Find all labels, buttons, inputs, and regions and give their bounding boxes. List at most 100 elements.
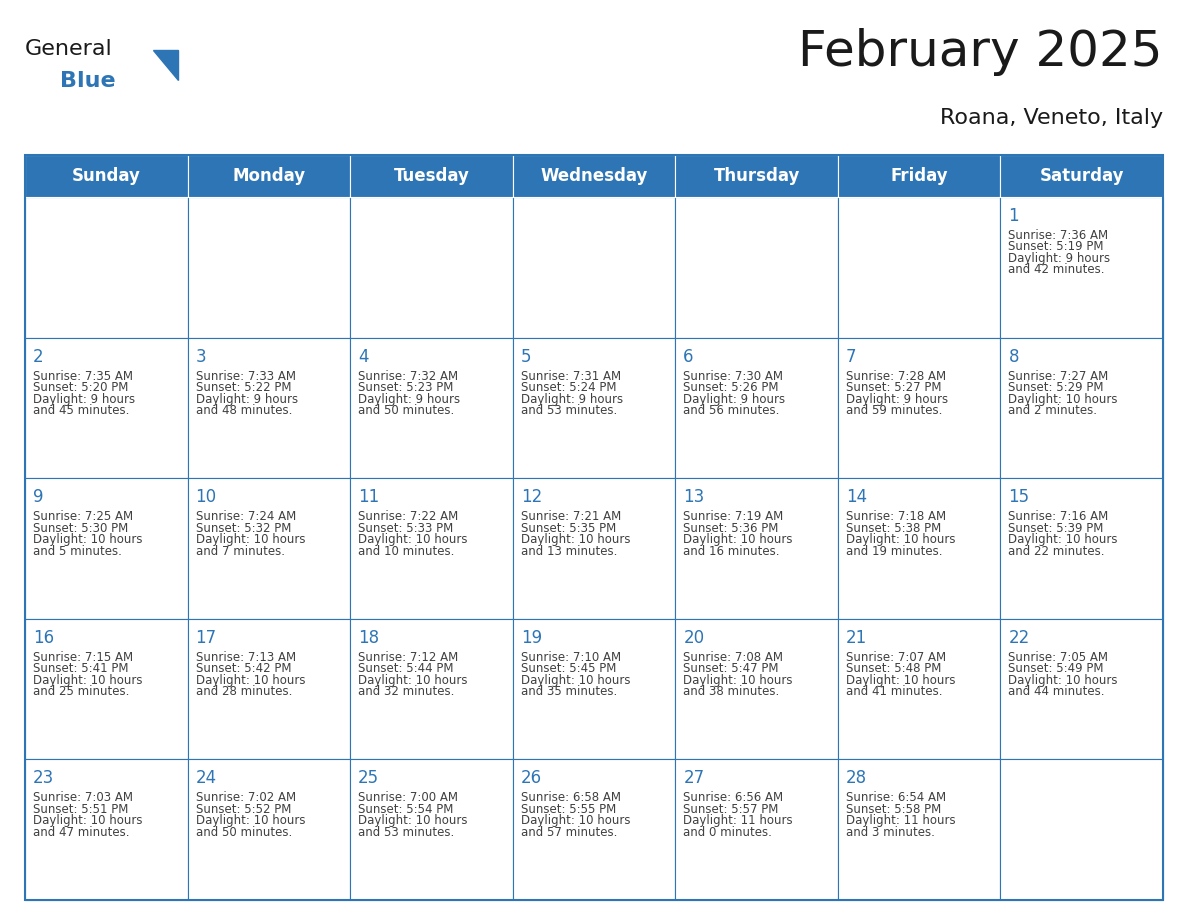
Text: and 44 minutes.: and 44 minutes. [1009,686,1105,699]
Text: 28: 28 [846,769,867,788]
Text: Sunrise: 7:07 AM: Sunrise: 7:07 AM [846,651,946,664]
Text: Sunset: 5:48 PM: Sunset: 5:48 PM [846,662,941,676]
Text: 21: 21 [846,629,867,647]
Text: and 19 minutes.: and 19 minutes. [846,544,942,558]
Bar [513,197,675,338]
Text: and 50 minutes.: and 50 minutes. [196,826,292,839]
Text: Sunset: 5:20 PM: Sunset: 5:20 PM [33,381,128,394]
Bar [350,619,513,759]
Text: Daylight: 10 hours: Daylight: 10 hours [33,674,143,687]
Text: 14: 14 [846,488,867,506]
Text: and 59 minutes.: and 59 minutes. [846,404,942,417]
Bar [25,619,188,759]
Text: Daylight: 10 hours: Daylight: 10 hours [1009,533,1118,546]
Bar [1000,619,1163,759]
Text: Monday: Monday [233,167,305,185]
Text: Daylight: 10 hours: Daylight: 10 hours [683,533,792,546]
Text: Daylight: 10 hours: Daylight: 10 hours [358,533,468,546]
Text: 6: 6 [683,348,694,365]
Text: Daylight: 9 hours: Daylight: 9 hours [33,393,135,406]
Text: and 16 minutes.: and 16 minutes. [683,544,779,558]
Text: Daylight: 9 hours: Daylight: 9 hours [846,393,948,406]
Text: and 13 minutes.: and 13 minutes. [520,544,617,558]
Text: Daylight: 10 hours: Daylight: 10 hours [358,674,468,687]
Text: Daylight: 10 hours: Daylight: 10 hours [33,533,143,546]
Bar [188,197,350,338]
Bar [350,338,513,478]
Bar [513,155,675,197]
Text: Daylight: 10 hours: Daylight: 10 hours [683,674,792,687]
Bar [25,478,188,619]
Bar [1000,197,1163,338]
Bar [675,338,838,478]
Bar [838,478,1000,619]
Bar [25,155,1163,900]
Text: Daylight: 11 hours: Daylight: 11 hours [846,814,955,827]
Text: Daylight: 10 hours: Daylight: 10 hours [196,814,305,827]
Text: Thursday: Thursday [713,167,800,185]
Text: Sunrise: 7:35 AM: Sunrise: 7:35 AM [33,370,133,383]
Text: Sunrise: 6:56 AM: Sunrise: 6:56 AM [683,791,783,804]
Text: 17: 17 [196,629,216,647]
Text: Sunset: 5:38 PM: Sunset: 5:38 PM [846,521,941,534]
Bar [513,478,675,619]
Bar [25,338,188,478]
Bar [350,478,513,619]
Bar [188,155,350,197]
Text: Sunrise: 7:05 AM: Sunrise: 7:05 AM [1009,651,1108,664]
Text: Tuesday: Tuesday [393,167,469,185]
Bar [188,759,350,900]
Text: Daylight: 10 hours: Daylight: 10 hours [1009,393,1118,406]
Bar [1000,338,1163,478]
Bar [188,619,350,759]
Text: Daylight: 10 hours: Daylight: 10 hours [520,533,630,546]
Bar [513,759,675,900]
Text: Sunset: 5:55 PM: Sunset: 5:55 PM [520,803,615,816]
Text: Daylight: 10 hours: Daylight: 10 hours [846,533,955,546]
Text: Sunrise: 7:12 AM: Sunrise: 7:12 AM [358,651,459,664]
Text: Sunrise: 7:19 AM: Sunrise: 7:19 AM [683,510,784,523]
Bar [513,619,675,759]
Text: Sunset: 5:49 PM: Sunset: 5:49 PM [1009,662,1104,676]
Text: General: General [25,39,113,59]
Bar [838,619,1000,759]
Text: and 25 minutes.: and 25 minutes. [33,686,129,699]
Text: 1: 1 [1009,207,1019,225]
Text: Sunset: 5:26 PM: Sunset: 5:26 PM [683,381,779,394]
Text: Sunset: 5:44 PM: Sunset: 5:44 PM [358,662,454,676]
Text: and 42 minutes.: and 42 minutes. [1009,263,1105,276]
Text: Sunrise: 7:31 AM: Sunrise: 7:31 AM [520,370,621,383]
Text: 9: 9 [33,488,44,506]
Text: 22: 22 [1009,629,1030,647]
Text: Roana, Veneto, Italy: Roana, Veneto, Italy [940,108,1163,128]
Text: Daylight: 10 hours: Daylight: 10 hours [520,674,630,687]
Text: Sunrise: 7:18 AM: Sunrise: 7:18 AM [846,510,946,523]
Bar [1000,155,1163,197]
Text: and 56 minutes.: and 56 minutes. [683,404,779,417]
Text: Sunset: 5:42 PM: Sunset: 5:42 PM [196,662,291,676]
Bar [350,759,513,900]
Polygon shape [153,50,178,80]
Text: Sunset: 5:27 PM: Sunset: 5:27 PM [846,381,941,394]
Text: 11: 11 [358,488,379,506]
Text: Sunrise: 7:36 AM: Sunrise: 7:36 AM [1009,229,1108,242]
Text: Saturday: Saturday [1040,167,1124,185]
Bar [675,197,838,338]
Bar [838,759,1000,900]
Text: 3: 3 [196,348,207,365]
Text: and 53 minutes.: and 53 minutes. [520,404,617,417]
Text: Sunset: 5:41 PM: Sunset: 5:41 PM [33,662,128,676]
Text: 4: 4 [358,348,368,365]
Bar [25,759,188,900]
Text: Daylight: 9 hours: Daylight: 9 hours [196,393,298,406]
Text: Sunrise: 7:21 AM: Sunrise: 7:21 AM [520,510,621,523]
Text: Sunset: 5:39 PM: Sunset: 5:39 PM [1009,521,1104,534]
Text: Sunrise: 6:54 AM: Sunrise: 6:54 AM [846,791,946,804]
Text: 24: 24 [196,769,216,788]
Bar [513,338,675,478]
Text: Daylight: 10 hours: Daylight: 10 hours [520,814,630,827]
Text: 27: 27 [683,769,704,788]
Text: and 3 minutes.: and 3 minutes. [846,826,935,839]
Text: and 57 minutes.: and 57 minutes. [520,826,617,839]
Text: 2: 2 [33,348,44,365]
